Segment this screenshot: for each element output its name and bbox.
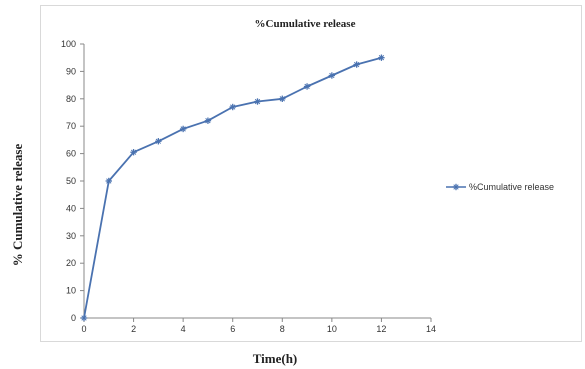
x-tick-label: 0	[81, 324, 86, 334]
y-tick-label: 90	[66, 66, 76, 76]
data-point	[105, 177, 112, 185]
data-point	[130, 149, 137, 156]
data-point	[229, 103, 236, 111]
legend-star-icon	[452, 183, 460, 191]
x-tick-label: 14	[426, 324, 436, 334]
y-tick-label: 10	[66, 286, 76, 296]
series-layer	[80, 54, 385, 322]
y-tick-label: 100	[61, 39, 76, 49]
y-tick-label: 30	[66, 231, 76, 241]
data-point	[279, 95, 286, 102]
y-tick-label: 20	[66, 258, 76, 268]
x-tick-label: 10	[327, 324, 337, 334]
legend: %Cumulative release	[446, 182, 554, 192]
y-axis-ticks: 0 10 20 30 40 50 60 70 80 90 100	[61, 39, 84, 323]
chart-frame	[40, 5, 582, 342]
x-tick-label: 4	[181, 324, 186, 334]
x-tick-label: 12	[376, 324, 386, 334]
chart-title: %Cumulative release	[255, 18, 356, 30]
y-tick-label: 60	[66, 149, 76, 159]
data-point	[303, 83, 311, 90]
y-tick-label: 70	[66, 121, 76, 131]
y-tick-label: 0	[71, 313, 76, 323]
y-tick-label: 50	[66, 176, 76, 186]
y-axis-title: % Cumulative release	[10, 144, 25, 267]
y-tick-label: 80	[66, 94, 76, 104]
x-axis-title: Time(h)	[253, 351, 298, 366]
data-point	[254, 98, 261, 105]
axes	[83, 44, 431, 319]
data-point	[353, 61, 360, 68]
data-point	[179, 125, 187, 133]
data-point	[204, 117, 212, 124]
series-line	[83, 56, 382, 319]
x-axis-ticks: 0 2 4 6 8 10 12 14	[81, 318, 436, 334]
data-point	[378, 54, 385, 61]
legend-marker	[452, 183, 460, 191]
x-tick-label: 6	[230, 324, 235, 334]
x-tick-label: 2	[131, 324, 136, 334]
data-point	[328, 72, 336, 79]
y-tick-label: 40	[66, 203, 76, 213]
data-point	[155, 138, 162, 145]
legend-entry: %Cumulative release	[469, 182, 554, 192]
data-point	[80, 314, 88, 322]
x-tick-label: 8	[280, 324, 285, 334]
